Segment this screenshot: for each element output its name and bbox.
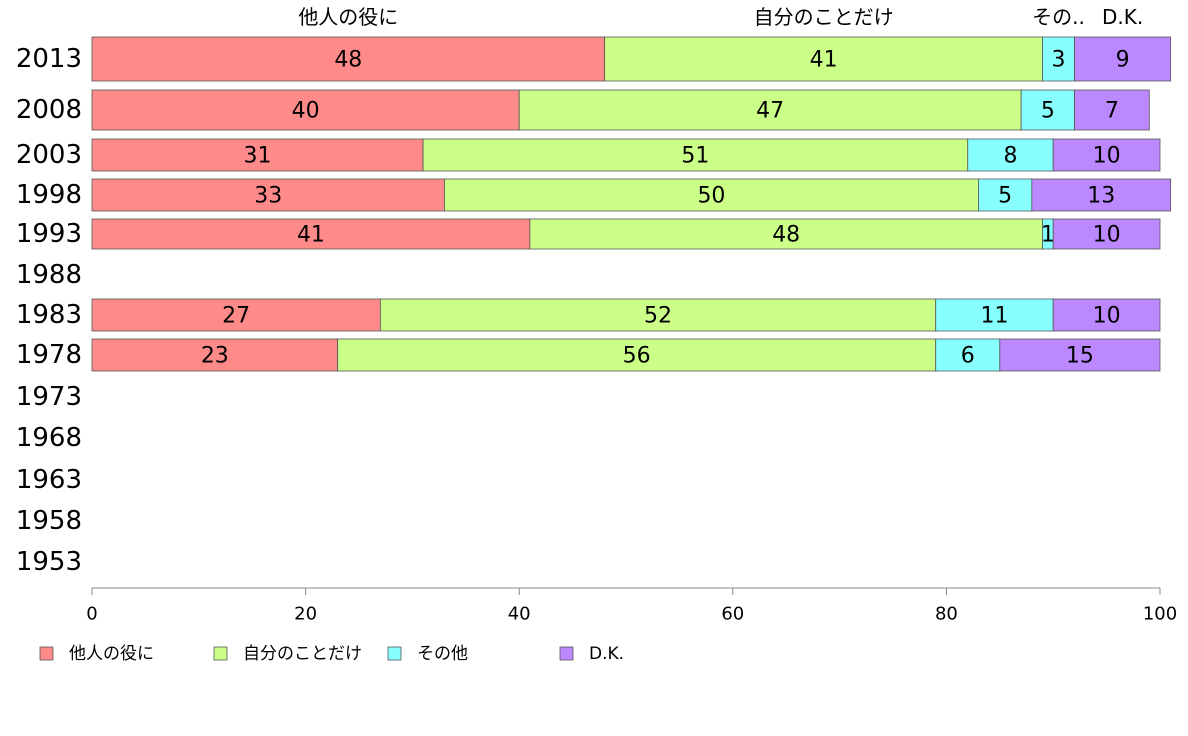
bar-2003-series-0 — [91, 138, 424, 172]
bar-2013-series-2 — [1042, 36, 1075, 82]
bar-2003-series-3 — [1052, 138, 1161, 172]
data-label-1978-series-2: 6 — [961, 344, 975, 369]
bar-2013-series-0 — [91, 36, 606, 82]
data-label-1993-series-2: 1 — [1041, 223, 1055, 248]
year-label-1983: 1983 — [16, 300, 82, 330]
data-label-2013-series-3: 9 — [1116, 48, 1130, 73]
data-label-1983-series-1: 52 — [644, 304, 672, 329]
bar-1978-series-1 — [337, 338, 937, 372]
data-label-1998-series-2: 5 — [998, 184, 1012, 209]
legend-label-1: 自分のことだけ — [243, 644, 362, 664]
bar-1998-series-0 — [91, 178, 445, 212]
data-label-2013-series-0: 48 — [334, 48, 362, 73]
top-label-series-1: 自分のことだけ — [754, 5, 894, 29]
year-labels: 2013 2008 2003 1998 1993 1988 1983 1978 1973 1968… — [16, 44, 82, 577]
year-label-1963: 1963 — [16, 465, 82, 495]
data-label-1998-series-3: 13 — [1087, 184, 1115, 209]
year-label-1998: 1998 — [16, 180, 82, 210]
x-tick-label-60: 60 — [721, 604, 744, 625]
year-label-1993: 1993 — [16, 219, 82, 249]
year-label-1958: 1958 — [16, 506, 82, 536]
data-label-1983-series-3: 10 — [1093, 304, 1121, 329]
x-axis: 0 20 40 60 80 100 — [86, 587, 1177, 625]
year-label-2003: 2003 — [16, 140, 82, 170]
bar-2013-series-1 — [604, 36, 1043, 82]
bars: 48 41 3 9 40 47 5 7 31 51 8 10 33 50 5 13 41 48 1 10 27 52 11 1… — [91, 36, 1172, 372]
data-label-2003-series-1: 51 — [681, 144, 709, 169]
data-label-2008-series-1: 47 — [756, 99, 784, 124]
legend: 他人の役に 自分のことだけ その他 D.K. — [39, 644, 624, 664]
bar-1978-series-3 — [999, 338, 1161, 372]
data-label-2008-series-2: 5 — [1041, 99, 1055, 124]
year-label-1968: 1968 — [16, 423, 82, 453]
year-label-2013: 2013 — [16, 44, 82, 74]
year-label-1978: 1978 — [16, 340, 82, 370]
x-tick-label-20: 20 — [294, 604, 317, 625]
legend-swatch-3 — [559, 646, 574, 661]
data-label-2008-series-3: 7 — [1105, 99, 1119, 124]
bar-2008-series-3 — [1074, 89, 1150, 131]
data-label-2003-series-2: 8 — [1003, 144, 1017, 169]
data-label-1998-series-0: 33 — [254, 184, 282, 209]
bar-1993-series-1 — [529, 218, 1043, 250]
data-label-2013-series-1: 41 — [810, 48, 838, 73]
bar-1978-series-0 — [91, 338, 339, 372]
data-label-2003-series-3: 10 — [1093, 144, 1121, 169]
bar-2008-series-2 — [1020, 89, 1075, 131]
top-label-series-0: 他人の役に — [298, 5, 398, 29]
legend-label-2: その他 — [417, 644, 468, 664]
data-label-1978-series-0: 23 — [201, 344, 229, 369]
bar-1983-series-3 — [1052, 298, 1161, 332]
bar-2013-series-3 — [1074, 36, 1172, 82]
year-label-1953: 1953 — [16, 547, 82, 577]
bar-2008-series-1 — [518, 89, 1022, 131]
bar-1993-series-3 — [1052, 218, 1161, 250]
year-label-1973: 1973 — [16, 382, 82, 412]
data-label-2008-series-0: 40 — [292, 99, 320, 124]
bar-2008-series-0 — [91, 89, 520, 131]
legend-swatch-1 — [213, 646, 228, 661]
data-label-2013-series-2: 3 — [1052, 48, 1066, 73]
top-label-series-2: その.. — [1032, 5, 1085, 29]
data-label-1983-series-2: 11 — [980, 304, 1008, 329]
year-label-1988: 1988 — [16, 260, 82, 290]
data-label-1993-series-3: 10 — [1093, 223, 1121, 248]
data-label-1993-series-0: 41 — [297, 223, 325, 248]
x-tick-label-80: 80 — [935, 604, 958, 625]
year-label-2008: 2008 — [16, 95, 82, 125]
bar-1983-series-2 — [935, 298, 1054, 332]
data-label-1978-series-1: 56 — [623, 344, 651, 369]
legend-swatch-2 — [387, 646, 402, 661]
legend-swatch-0 — [39, 646, 54, 661]
data-label-1998-series-1: 50 — [697, 184, 725, 209]
x-tick-label-40: 40 — [508, 604, 531, 625]
bar-1998-series-3 — [1031, 178, 1172, 212]
x-tick-label-0: 0 — [86, 604, 97, 625]
bar-1993-series-0 — [91, 218, 531, 250]
legend-label-3: D.K. — [589, 644, 624, 664]
data-label-2003-series-0: 31 — [244, 144, 272, 169]
x-tick-label-100: 100 — [1143, 604, 1177, 625]
bar-1998-series-1 — [444, 178, 979, 212]
data-label-1978-series-3: 15 — [1066, 344, 1094, 369]
bar-2003-series-1 — [422, 138, 969, 172]
data-label-1993-series-1: 48 — [772, 223, 800, 248]
top-label-series-3: D.K. — [1102, 5, 1143, 29]
data-label-1983-series-0: 27 — [222, 304, 250, 329]
legend-label-0: 他人の役に — [69, 644, 154, 664]
top-labels: 他人の役に 自分のことだけ その.. D.K. — [298, 5, 1143, 29]
